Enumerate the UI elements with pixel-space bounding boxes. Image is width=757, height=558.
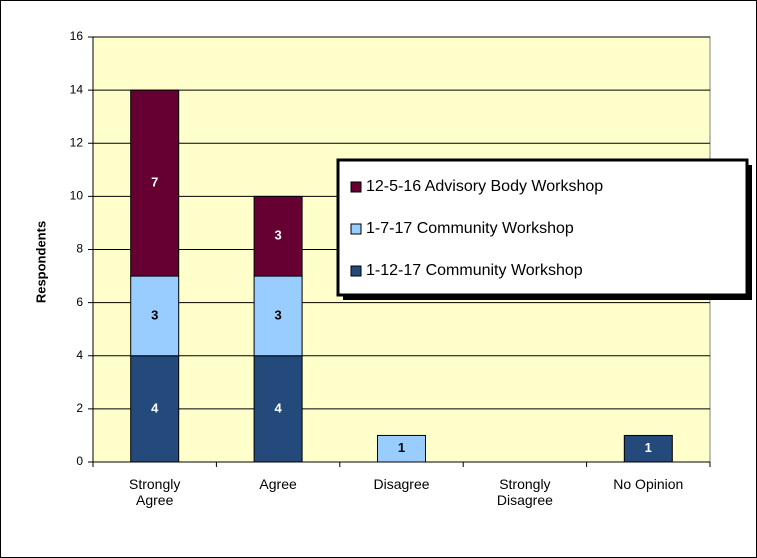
bar-segment	[130, 275, 180, 357]
legend-label: 1-7-17 Community Workshop	[366, 220, 574, 237]
y-tick-label: 4	[76, 348, 83, 362]
y-tick-label: 10	[70, 189, 84, 203]
y-axis-label: Respondents	[33, 221, 48, 303]
bar-segment	[377, 434, 426, 463]
data-label: 3	[274, 228, 281, 243]
legend-label: 1-12-17 Community Workshop	[366, 262, 583, 279]
y-tick-label: 2	[76, 401, 83, 415]
data-label: 3	[274, 307, 281, 322]
legend-swatch	[350, 181, 362, 193]
y-tick-label: 0	[76, 454, 83, 468]
x-tick-label: No Opinion	[613, 476, 684, 492]
y-tick-label: 14	[70, 82, 84, 96]
legend-swatch	[350, 223, 362, 235]
bar-segment	[253, 195, 303, 277]
bar-segment	[130, 355, 180, 463]
x-tick-label: Strongly Disagree	[496, 476, 553, 508]
legend-label: 12-5-16 Advisory Body Workshop	[366, 178, 603, 195]
bar-segment	[623, 434, 673, 463]
legend-swatch	[350, 265, 362, 277]
x-tick-label: Disagree	[373, 476, 430, 492]
data-label: 1	[645, 440, 652, 455]
bar-segment	[253, 275, 303, 357]
data-label: 1	[398, 440, 405, 455]
x-tick-label: Strongly Agree	[129, 476, 181, 508]
legend	[336, 158, 749, 297]
y-tick-label: 8	[76, 242, 83, 256]
x-tick-label: Agree	[259, 476, 297, 492]
data-label: 3	[151, 307, 158, 322]
y-tick-label: 6	[76, 295, 83, 309]
y-tick-label: 16	[70, 29, 84, 43]
data-label: 7	[151, 175, 158, 190]
y-tick-label: 12	[70, 135, 84, 149]
bar-segment	[130, 89, 180, 277]
data-label: 4	[151, 400, 159, 415]
bar-segment	[253, 355, 303, 463]
data-label: 4	[274, 400, 282, 415]
